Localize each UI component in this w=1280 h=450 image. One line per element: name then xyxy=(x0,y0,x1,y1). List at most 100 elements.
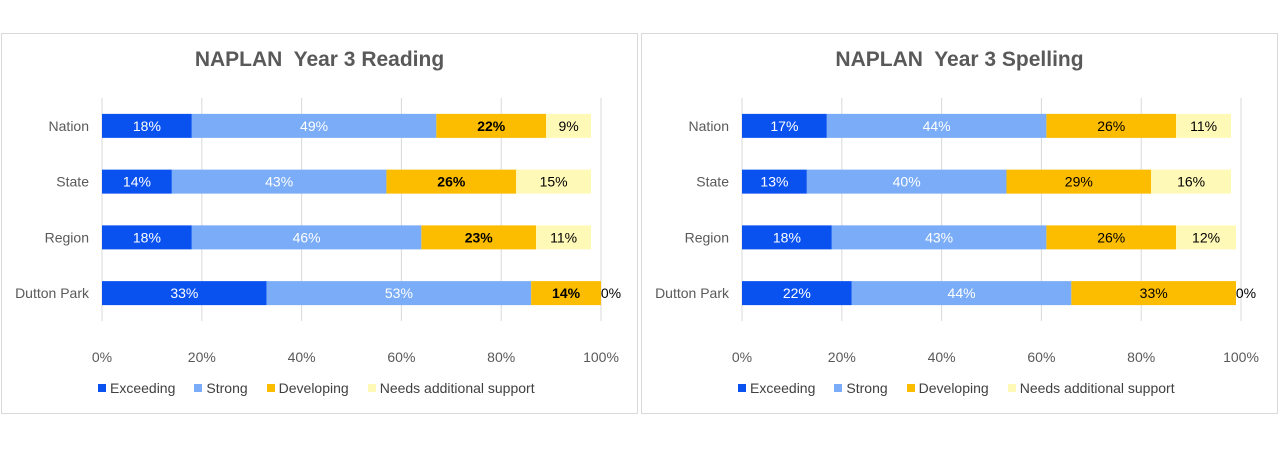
bar-developing xyxy=(421,225,537,250)
legend-swatch xyxy=(266,384,275,392)
data-label: 17% xyxy=(770,118,798,134)
legend-item-strong: Strong xyxy=(194,380,248,396)
bar-exceeding xyxy=(102,225,192,250)
bar-needs-additional-support xyxy=(516,169,592,194)
x-tick-label: 0% xyxy=(92,349,112,365)
data-label: 11% xyxy=(1190,118,1217,134)
chart-legend: Exceeding Strong Developing Needs additiona… xyxy=(98,380,535,396)
bar-strong xyxy=(191,113,437,138)
bar-strong xyxy=(831,225,1047,250)
category-label: Region xyxy=(685,229,729,245)
bar-developing xyxy=(1046,113,1177,138)
data-label: 0% xyxy=(601,285,621,301)
bar-needs-additional-support xyxy=(536,225,592,250)
category-label: Nation xyxy=(689,118,729,134)
category-label: Dutton Park xyxy=(655,285,730,301)
legend-label: Needs additional support xyxy=(379,380,535,396)
data-label: 26% xyxy=(1097,118,1125,134)
data-label: 49% xyxy=(300,118,328,134)
x-tick-label: 100% xyxy=(1223,349,1259,365)
data-label: 18% xyxy=(133,118,161,134)
data-label: 46% xyxy=(293,229,321,245)
bar-developing xyxy=(1006,169,1152,194)
legend-swatch xyxy=(906,384,915,392)
legend-swatch xyxy=(1007,384,1016,392)
x-tick-label: 80% xyxy=(1127,349,1155,365)
legend-swatch xyxy=(98,384,106,392)
legend-label: Exceeding xyxy=(110,380,176,396)
category-label: State xyxy=(696,174,729,190)
bar-exceeding xyxy=(102,169,172,194)
x-tick-label: 0% xyxy=(732,349,752,365)
x-tick-label: 60% xyxy=(1027,349,1055,365)
data-label: 22% xyxy=(783,285,811,301)
bar-strong xyxy=(191,225,422,250)
chart-legend: Exceeding Strong Developing Needs additiona… xyxy=(738,380,1175,396)
bar-exceeding xyxy=(102,281,267,306)
bar-exceeding xyxy=(742,225,832,250)
legend-item-exceeding: Exceeding xyxy=(98,380,175,396)
data-label: 14% xyxy=(552,285,581,301)
legend-label: Developing xyxy=(278,380,349,396)
bar-needs-additional-support xyxy=(1176,113,1232,138)
data-label: 33% xyxy=(170,285,198,301)
data-label: 44% xyxy=(948,285,976,301)
bar-developing xyxy=(436,113,547,138)
data-label: 18% xyxy=(133,229,161,245)
chart-title: NAPLAN Year 3 Reading xyxy=(194,48,445,71)
x-tick-label: 60% xyxy=(387,349,415,365)
legend-item-developing: Developing xyxy=(266,380,349,396)
category-label: Nation xyxy=(49,118,89,134)
bar-strong xyxy=(266,281,532,306)
data-label: 13% xyxy=(760,174,788,190)
category-label: Dutton Park xyxy=(15,285,90,301)
data-label: 0% xyxy=(1236,285,1256,301)
x-tick-label: 80% xyxy=(487,349,515,365)
spelling-plot-area: 0% 20% 40% 60% 80% 100% Nation 17% 44% 26% 11% Stat… xyxy=(655,98,1259,365)
data-label: 26% xyxy=(437,174,466,190)
category-label: State xyxy=(56,174,89,190)
legend-label: Strong xyxy=(846,380,888,396)
bar-developing xyxy=(1046,225,1177,250)
spelling-chart-panel: NAPLAN Year 3 Spelling 0% 20% 40% 60% 80% 100… xyxy=(641,33,1278,414)
data-label: 11% xyxy=(550,229,577,245)
legend-label: Strong xyxy=(206,380,248,396)
data-label: 26% xyxy=(1097,229,1125,245)
x-tick-label: 20% xyxy=(828,349,856,365)
data-label: 43% xyxy=(265,174,293,190)
bar-developing xyxy=(386,169,517,194)
data-label: 15% xyxy=(540,174,568,190)
legend-label: Exceeding xyxy=(750,380,816,396)
data-label: 16% xyxy=(1177,174,1205,190)
bar-exceeding xyxy=(102,113,192,138)
reading-plot-area: 0% 20% 40% 60% 80% 100% Nation 18% 49% 22% 9% State… xyxy=(15,98,621,365)
legend-item-needs-additional-support: Needs additional support xyxy=(1007,380,1175,396)
legend-swatch xyxy=(834,384,843,392)
data-label: 18% xyxy=(773,229,801,245)
x-tick-label: 20% xyxy=(188,349,216,365)
legend-item-needs-additional-support: Needs additional support xyxy=(367,380,535,396)
x-tick-label: 40% xyxy=(928,349,956,365)
bar-needs-additional-support xyxy=(1176,225,1237,250)
bar-exceeding xyxy=(742,281,852,306)
legend-label: Needs additional support xyxy=(1019,380,1175,396)
data-label: 33% xyxy=(1140,285,1168,301)
legend-swatch xyxy=(738,384,746,392)
data-label: 14% xyxy=(123,174,151,190)
bar-strong xyxy=(851,281,1072,306)
bar-exceeding xyxy=(742,169,807,194)
data-label: 12% xyxy=(1192,229,1220,245)
x-tick-label: 40% xyxy=(288,349,316,365)
data-label: 53% xyxy=(385,285,413,301)
bar-strong xyxy=(806,169,1007,194)
bar-developing xyxy=(531,281,601,306)
bar-needs-additional-support xyxy=(1151,169,1232,194)
bar-strong xyxy=(826,113,1047,138)
legend-item-strong: Strong xyxy=(834,380,888,396)
data-label: 40% xyxy=(893,174,921,190)
data-label: 44% xyxy=(923,118,951,134)
data-label: 23% xyxy=(465,229,494,245)
bar-strong xyxy=(171,169,387,194)
legend-item-developing: Developing xyxy=(906,380,989,396)
legend-item-exceeding: Exceeding xyxy=(738,380,815,396)
